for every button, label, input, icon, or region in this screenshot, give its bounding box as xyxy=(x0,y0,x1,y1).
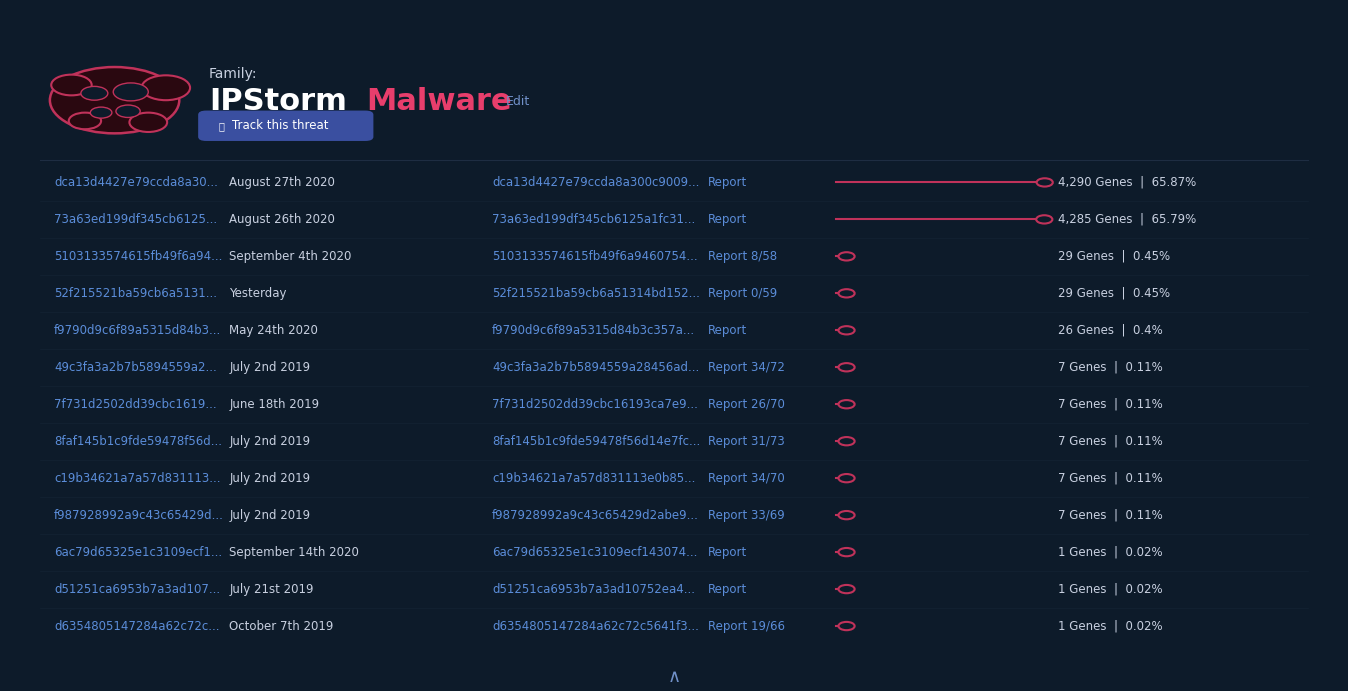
Text: Report 34/72: Report 34/72 xyxy=(708,361,785,374)
Text: Report 34/70: Report 34/70 xyxy=(708,472,785,484)
Text: d6354805147284a62c72c...: d6354805147284a62c72c... xyxy=(54,620,220,632)
Circle shape xyxy=(838,252,855,261)
Text: dca13d4427e79ccda8a300c9009...: dca13d4427e79ccda8a300c9009... xyxy=(492,176,700,189)
Text: Report 19/66: Report 19/66 xyxy=(708,620,785,632)
Text: 7 Genes  |  0.11%: 7 Genes | 0.11% xyxy=(1058,435,1163,448)
Text: 26 Genes  |  0.4%: 26 Genes | 0.4% xyxy=(1058,324,1163,337)
Text: 73a63ed199df345cb6125...: 73a63ed199df345cb6125... xyxy=(54,213,217,226)
Text: July 2nd 2019: July 2nd 2019 xyxy=(229,435,310,448)
Text: c19b34621a7a57d831113...: c19b34621a7a57d831113... xyxy=(54,472,221,484)
Circle shape xyxy=(838,474,855,482)
Circle shape xyxy=(838,511,855,520)
Text: July 21st 2019: July 21st 2019 xyxy=(229,583,314,596)
Text: July 2nd 2019: July 2nd 2019 xyxy=(229,509,310,522)
Text: d6354805147284a62c72c5641f3...: d6354805147284a62c72c5641f3... xyxy=(492,620,698,632)
Text: 8faf145b1c9fde59478f56d...: 8faf145b1c9fde59478f56d... xyxy=(54,435,222,448)
Text: f987928992a9c43c65429d2abe9...: f987928992a9c43c65429d2abe9... xyxy=(492,509,698,522)
Text: 4,285 Genes  |  65.79%: 4,285 Genes | 65.79% xyxy=(1058,213,1197,226)
Text: d51251ca6953b7a3ad10752ea4...: d51251ca6953b7a3ad10752ea4... xyxy=(492,583,696,596)
Text: 6ac79d65325e1c3109ecf1...: 6ac79d65325e1c3109ecf1... xyxy=(54,546,222,558)
Text: 49c3fa3a2b7b5894559a28456ad...: 49c3fa3a2b7b5894559a28456ad... xyxy=(492,361,700,374)
Text: 7 Genes  |  0.11%: 7 Genes | 0.11% xyxy=(1058,472,1163,484)
Circle shape xyxy=(90,107,112,118)
Circle shape xyxy=(1037,178,1053,187)
Text: Report 31/73: Report 31/73 xyxy=(708,435,785,448)
Circle shape xyxy=(838,548,855,556)
Circle shape xyxy=(113,83,148,101)
Text: July 2nd 2019: July 2nd 2019 xyxy=(229,361,310,374)
Text: 7 Genes  |  0.11%: 7 Genes | 0.11% xyxy=(1058,509,1163,522)
Text: f9790d9c6f89a5315d84b3...: f9790d9c6f89a5315d84b3... xyxy=(54,324,221,337)
Text: August 26th 2020: August 26th 2020 xyxy=(229,213,336,226)
Text: Report: Report xyxy=(708,176,747,189)
Circle shape xyxy=(81,86,108,100)
Text: 49c3fa3a2b7b5894559a2...: 49c3fa3a2b7b5894559a2... xyxy=(54,361,217,374)
Circle shape xyxy=(838,363,855,372)
Text: Report: Report xyxy=(708,324,747,337)
Text: September 14th 2020: September 14th 2020 xyxy=(229,546,359,558)
Circle shape xyxy=(838,437,855,446)
Circle shape xyxy=(50,67,179,133)
Text: Report 8/58: Report 8/58 xyxy=(708,250,776,263)
Text: Yesterday: Yesterday xyxy=(229,287,287,300)
Text: Report 33/69: Report 33/69 xyxy=(708,509,785,522)
Text: May 24th 2020: May 24th 2020 xyxy=(229,324,318,337)
Text: Report 26/70: Report 26/70 xyxy=(708,398,785,410)
FancyBboxPatch shape xyxy=(198,111,373,141)
Text: d51251ca6953b7a3ad107...: d51251ca6953b7a3ad107... xyxy=(54,583,220,596)
Text: f9790d9c6f89a5315d84b3c357a...: f9790d9c6f89a5315d84b3c357a... xyxy=(492,324,696,337)
Text: Family:: Family: xyxy=(209,67,257,81)
Text: Track this threat: Track this threat xyxy=(232,120,329,132)
Text: August 27th 2020: August 27th 2020 xyxy=(229,176,336,189)
Circle shape xyxy=(838,289,855,298)
Text: 1 Genes  |  0.02%: 1 Genes | 0.02% xyxy=(1058,583,1163,596)
Text: 5103133574615fb49f6a9460754...: 5103133574615fb49f6a9460754... xyxy=(492,250,698,263)
Text: 8faf145b1c9fde59478f56d14e7fc...: 8faf145b1c9fde59478f56d14e7fc... xyxy=(492,435,700,448)
Circle shape xyxy=(129,113,167,132)
Text: f987928992a9c43c65429d...: f987928992a9c43c65429d... xyxy=(54,509,224,522)
Circle shape xyxy=(142,75,190,100)
Text: 52f215521ba59cb6a51314bd152...: 52f215521ba59cb6a51314bd152... xyxy=(492,287,700,300)
Text: September 4th 2020: September 4th 2020 xyxy=(229,250,352,263)
Text: 6ac79d65325e1c3109ecf143074...: 6ac79d65325e1c3109ecf143074... xyxy=(492,546,697,558)
Circle shape xyxy=(116,105,140,117)
Text: ∧: ∧ xyxy=(667,668,681,686)
Text: Edit: Edit xyxy=(506,95,530,108)
Text: 52f215521ba59cb6a5131...: 52f215521ba59cb6a5131... xyxy=(54,287,217,300)
Text: Report 0/59: Report 0/59 xyxy=(708,287,776,300)
Circle shape xyxy=(1037,216,1053,224)
Circle shape xyxy=(838,326,855,334)
Text: 7 Genes  |  0.11%: 7 Genes | 0.11% xyxy=(1058,398,1163,410)
Text: c19b34621a7a57d831113e0b85...: c19b34621a7a57d831113e0b85... xyxy=(492,472,696,484)
Text: 1 Genes  |  0.02%: 1 Genes | 0.02% xyxy=(1058,620,1163,632)
Text: Malware: Malware xyxy=(367,87,512,116)
Text: 4,290 Genes  |  65.87%: 4,290 Genes | 65.87% xyxy=(1058,176,1197,189)
Text: 1 Genes  |  0.02%: 1 Genes | 0.02% xyxy=(1058,546,1163,558)
Text: July 2nd 2019: July 2nd 2019 xyxy=(229,472,310,484)
Text: October 7th 2019: October 7th 2019 xyxy=(229,620,333,632)
Circle shape xyxy=(51,75,92,95)
Circle shape xyxy=(838,622,855,630)
Text: 29 Genes  |  0.45%: 29 Genes | 0.45% xyxy=(1058,250,1170,263)
Text: dca13d4427e79ccda8a30...: dca13d4427e79ccda8a30... xyxy=(54,176,218,189)
Text: 7 Genes  |  0.11%: 7 Genes | 0.11% xyxy=(1058,361,1163,374)
Circle shape xyxy=(69,113,101,129)
Text: 7f731d2502dd39cbc1619...: 7f731d2502dd39cbc1619... xyxy=(54,398,217,410)
Text: June 18th 2019: June 18th 2019 xyxy=(229,398,319,410)
Text: IPStorm: IPStorm xyxy=(209,87,346,116)
Text: 5103133574615fb49f6a94...: 5103133574615fb49f6a94... xyxy=(54,250,222,263)
Text: Report: Report xyxy=(708,213,747,226)
Text: 29 Genes  |  0.45%: 29 Genes | 0.45% xyxy=(1058,287,1170,300)
Circle shape xyxy=(838,400,855,408)
Text: 73a63ed199df345cb6125a1fc31...: 73a63ed199df345cb6125a1fc31... xyxy=(492,213,696,226)
Text: Report: Report xyxy=(708,583,747,596)
Circle shape xyxy=(838,585,855,593)
Text: 7f731d2502dd39cbc16193ca7e9...: 7f731d2502dd39cbc16193ca7e9... xyxy=(492,398,698,410)
Text: Report: Report xyxy=(708,546,747,558)
Text: ⛔: ⛔ xyxy=(218,121,224,131)
